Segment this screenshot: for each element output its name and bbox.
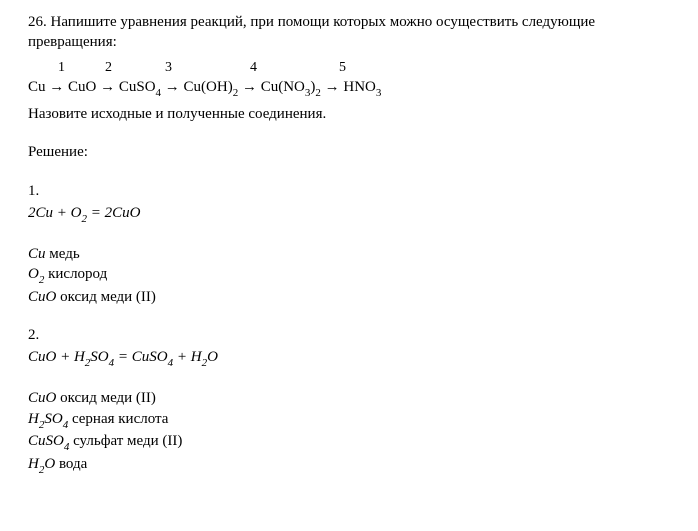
formula-part: CuSO <box>28 433 64 449</box>
formula-part: H <box>28 456 39 472</box>
formula-part: SO <box>90 349 108 365</box>
compound-name: сульфат меди (II) <box>69 433 182 449</box>
step-number: 2. <box>28 325 670 345</box>
step-block: 1.2Cu + O2 = 2CuOCu медьO2 кислородCuO о… <box>28 181 670 307</box>
compound-symbol: CuO <box>28 390 56 406</box>
formula-part: H <box>28 411 39 427</box>
step-number: 1. <box>28 181 670 201</box>
subscript: 4 <box>63 419 69 431</box>
chain-part: Cu → CuO → CuSO <box>28 79 156 95</box>
step-equation: 2Cu + O2 = 2CuO <box>28 203 670 226</box>
chain-sub: 2 <box>315 87 321 99</box>
chain-sub: 3 <box>305 87 311 99</box>
subscript: 2 <box>202 357 208 369</box>
subscript: 2 <box>85 357 91 369</box>
subscript: 2 <box>39 464 45 476</box>
chain-num-2: 2 <box>105 60 112 75</box>
solution-header: Решение: <box>28 142 670 162</box>
formula-part: + H <box>173 349 201 365</box>
compound-line: CuSO4 сульфат меди (II) <box>28 431 670 454</box>
formula-part: CuO <box>28 390 56 406</box>
chain-sub: 4 <box>156 87 162 99</box>
solution-steps: 1.2Cu + O2 = 2CuOCu медьO2 кислородCuO о… <box>28 181 670 477</box>
formula-part: SO <box>44 411 62 427</box>
compound-name: оксид меди (II) <box>56 289 156 305</box>
formula-part: O <box>207 349 218 365</box>
compound-line: CuO оксид меди (II) <box>28 287 670 307</box>
formula-part: = 2CuO <box>87 205 140 221</box>
formula-part: CuO <box>28 289 56 305</box>
compound-line: CuO оксид меди (II) <box>28 388 670 408</box>
compound-name: медь <box>46 246 80 262</box>
compound-line: O2 кислород <box>28 264 670 287</box>
compound-symbol: CuO <box>28 289 56 305</box>
step-block: 2.CuO + H2SO4 = CuSO4 + H2OCuO оксид мед… <box>28 325 670 477</box>
compound-name: оксид меди (II) <box>56 390 156 406</box>
compound-line: H2SO4 серная кислота <box>28 409 670 432</box>
compound-name: серная кислота <box>68 411 168 427</box>
compound-symbol: H2SO4 <box>28 411 68 427</box>
subscript: 4 <box>168 357 174 369</box>
subscript: 4 <box>109 357 115 369</box>
compound-name: кислород <box>44 266 107 282</box>
chain-num-3: 3 <box>165 60 172 75</box>
compound-line: Cu медь <box>28 244 670 264</box>
problem-statement: 26. Напишите уравнения реакций, при помо… <box>28 12 670 53</box>
compound-symbol: Cu <box>28 246 46 262</box>
chain-part: → Cu(NO <box>238 79 305 95</box>
chain-part: → HNO <box>321 79 376 95</box>
chain-sub: 3 <box>376 87 382 99</box>
chain-part: → Cu(OH) <box>161 79 233 95</box>
chain-step-numbers: 1 2 3 4 5 <box>28 59 670 78</box>
formula-part: 2Cu + O <box>28 205 81 221</box>
chain-sub: 2 <box>233 87 239 99</box>
compound-symbol: O2 <box>28 266 44 282</box>
step-equation: CuO + H2SO4 = CuSO4 + H2O <box>28 347 670 370</box>
chain-description: Назовите исходные и полученные соединени… <box>28 104 670 124</box>
formula-part: = CuSO <box>114 349 167 365</box>
compound-name: вода <box>55 456 87 472</box>
subscript: 2 <box>39 274 45 286</box>
subscript: 4 <box>64 441 70 453</box>
chain-num-4: 4 <box>250 60 257 75</box>
chain-formula: Cu → CuO → CuSO4 → Cu(OH)2 → Cu(NO3)2 → … <box>28 77 670 100</box>
formula-part: O <box>44 456 55 472</box>
compound-line: H2O вода <box>28 454 670 477</box>
compound-symbol: H2O <box>28 456 55 472</box>
chain-num-1: 1 <box>58 60 65 75</box>
subscript: 2 <box>39 419 45 431</box>
formula-part: O <box>28 266 39 282</box>
chain-num-5: 5 <box>339 60 346 75</box>
formula-part: CuO + H <box>28 349 85 365</box>
formula-part: Cu <box>28 246 46 262</box>
subscript: 2 <box>81 213 87 225</box>
reaction-chain: 12345 Cu → CuO → CuSO4 → Cu(OH)2 → Cu(NO… <box>28 59 670 101</box>
compound-symbol: CuSO4 <box>28 433 69 449</box>
